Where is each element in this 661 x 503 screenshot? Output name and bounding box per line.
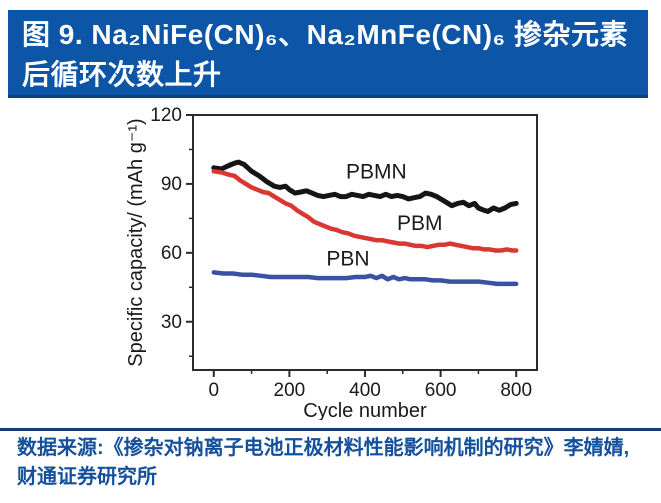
series-line-pbm [211, 169, 519, 253]
x-tick-label: 800 [500, 380, 532, 401]
series-label-pbm: PBM [397, 212, 443, 235]
x-tick-label: 400 [349, 380, 381, 401]
plot-frame [192, 114, 538, 371]
figure-title-bar: 图 9. Na₂NiFe(CN)₆、Na₂MnFe(CN)₆ 掺杂元素 后循环次… [8, 10, 648, 98]
series-label-pbn: PBN [326, 248, 369, 271]
x-axis-title: Cycle number [303, 400, 427, 420]
y-axis-title: Specific capacity/ (mAh g⁻¹) [125, 118, 147, 366]
source-line1: 数据来源:《掺杂对钠离子电池正极材料性能影响机制的研究》李婧婧, [17, 437, 630, 459]
cycle-capacity-chart: 120 90 60 30 0 200 400 600 800 Cycle number Specif… [120, 105, 570, 422]
figure-title-line1: 图 9. Na₂NiFe(CN)₆、Na₂MnFe(CN)₆ 掺杂元素 [22, 19, 629, 50]
y-tick-label: 120 [150, 105, 182, 126]
y-tick-label: 90 [161, 174, 182, 195]
series-line-pbmn [211, 159, 519, 214]
series-label-pbmn: PBMN [346, 160, 407, 183]
series-line-pbn [211, 270, 519, 287]
x-tick-label: 200 [274, 380, 306, 401]
figure-title-line2: 后循环次数上升 [22, 59, 222, 90]
y-tick-label: 30 [161, 312, 182, 333]
x-tick-label: 600 [425, 380, 457, 401]
x-tick-label: 0 [209, 380, 220, 401]
source-line2: 财通证券研究所 [17, 466, 157, 488]
source-note: 数据来源:《掺杂对钠离子电池正极材料性能影响机制的研究》李婧婧, 财通证券研究所 [0, 428, 661, 492]
y-tick-label: 60 [161, 243, 182, 264]
cycle-capacity-chart-svg: 120 90 60 30 0 200 400 600 800 Cycle number Specif… [125, 105, 538, 422]
